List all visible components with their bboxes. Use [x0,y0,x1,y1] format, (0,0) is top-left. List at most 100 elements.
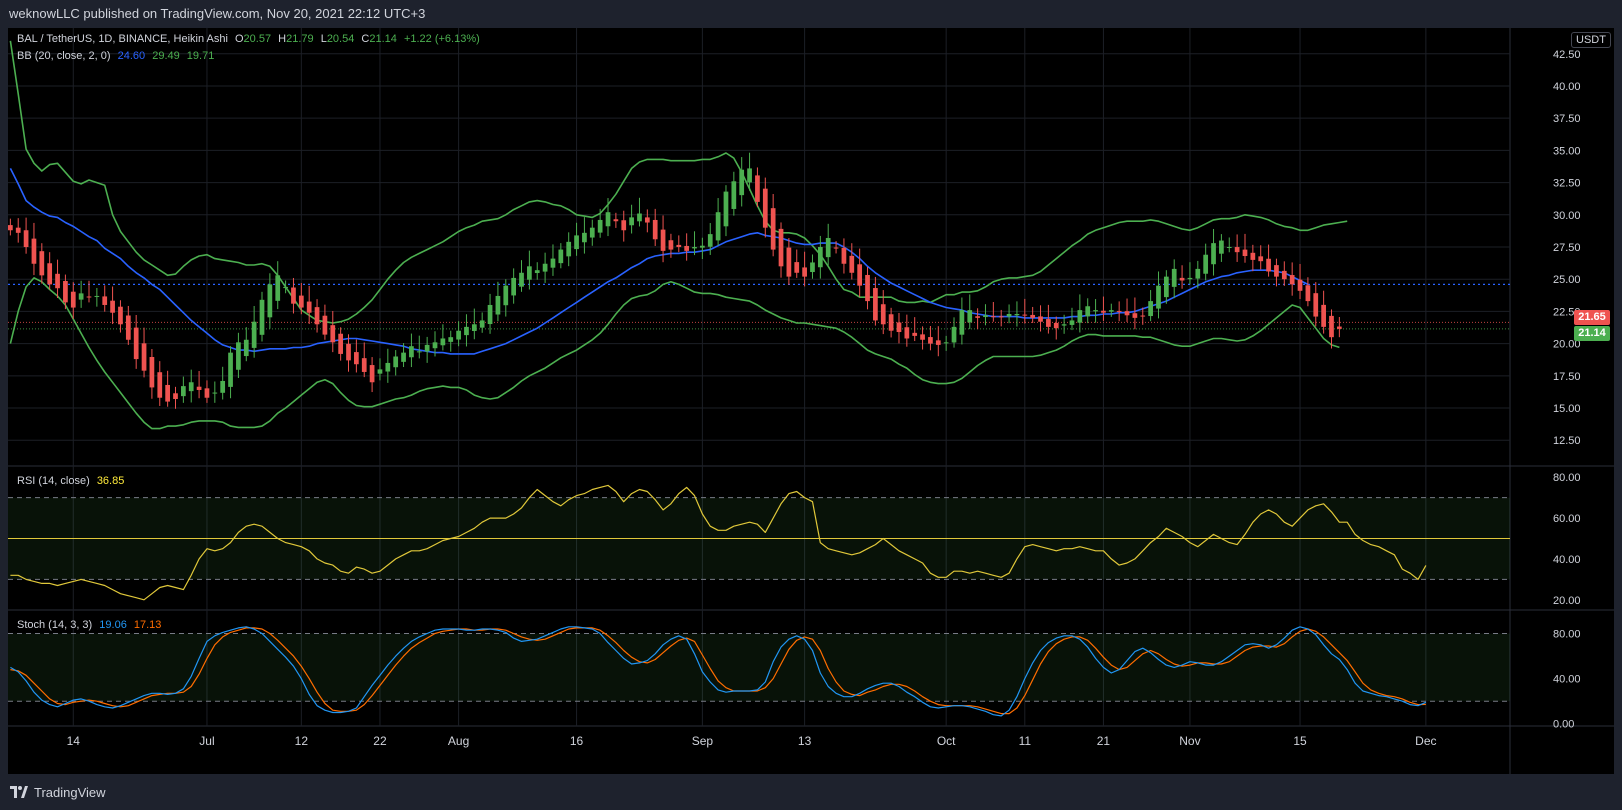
currency-label[interactable]: USDT [1571,32,1611,48]
candle-body [267,284,273,318]
candle-body [983,315,988,318]
candle [251,306,257,358]
candle-body [644,217,650,223]
x-tick-label: Oct [937,734,956,748]
tradingview-logo[interactable]: TradingView [10,785,106,800]
candle-body [817,247,823,268]
candle-body [1101,310,1106,313]
candle [141,327,147,378]
stoch-label[interactable]: Stoch (14, 3, 3) [17,619,93,631]
candle-body [1203,254,1209,274]
candle-body [432,342,438,349]
ohlc-close: C21.14 [361,33,397,45]
candle-body [582,232,587,243]
candle [1046,304,1051,334]
candle-body [1219,240,1224,254]
candle [369,357,375,393]
candle [236,332,241,379]
candle-body [440,338,446,346]
candle [1077,294,1083,333]
chart-canvas[interactable]: 14 Jul 12 22 Aug 16 Sep 13 Oct 11 21 Nov 15 Dec 12.50 1… [8,28,1614,774]
candle-body [527,266,532,280]
candle-body [102,296,108,305]
price-tick-label: 20.00 [1553,339,1581,351]
candle [1053,316,1059,340]
candle-body [298,295,304,308]
candle [566,232,572,267]
candle [1274,258,1279,287]
candle-body [1108,310,1114,312]
candle-body [118,306,123,325]
candle-body [951,326,957,343]
candle [1108,303,1114,317]
candle [676,235,682,253]
candle [259,291,265,342]
candle-body [967,310,973,323]
candle [464,314,469,347]
candle-body [794,262,800,273]
candle-body [558,249,564,264]
candle-body [330,325,336,343]
candle [527,250,532,290]
candle [1336,316,1342,338]
candle-body [1195,268,1201,279]
candle-body [1156,285,1161,309]
rsi-label[interactable]: RSI (14, close) [17,475,90,487]
candle-body [880,304,886,325]
candle [558,243,564,269]
candle [550,244,556,276]
bb-label[interactable]: BB (20, close, 2, 0) [17,50,111,62]
candle-body [70,291,76,308]
candle [810,254,815,279]
candle-body [1085,306,1091,317]
chart-frame[interactable]: 14 Jul 12 22 Aug 16 Sep 13 Oct 11 21 Nov 15 Dec 12.50 1… [8,28,1614,774]
candle [1258,245,1264,270]
candle [55,259,60,299]
candle [31,222,37,276]
candle-body [935,340,941,345]
candle-body [1211,243,1216,265]
candle-body [236,342,241,370]
candle-body [448,337,454,342]
candle-body [928,337,933,344]
candle [652,208,658,246]
candle-body [1289,275,1295,285]
candle [346,334,351,372]
candle-body [196,386,202,390]
candle [1061,314,1067,334]
candle-body [770,208,776,250]
candle [739,157,745,207]
candle-body [975,316,980,318]
x-tick-label: Sep [692,734,714,748]
candle [786,238,792,285]
candle-body [212,392,218,394]
candle-body [1022,314,1028,316]
footer-bar: TradingView [0,774,1622,810]
candle-body [676,244,682,247]
rsi-tick-label: 40.00 [1553,554,1581,566]
candle-body [621,220,627,231]
x-tick-label: 13 [798,734,812,748]
candle [1219,234,1224,262]
candle [243,327,249,362]
candle [86,280,92,303]
candle-body [990,316,996,318]
candle [1148,290,1153,322]
grid-layer [8,28,1614,774]
candle-body [1336,326,1342,329]
candle [354,339,359,373]
candle [416,335,422,359]
candle [165,370,170,407]
candle-body [660,229,666,251]
symbol-name[interactable]: BAL / TetherUS, 1D, BINANCE, Heikin Ashi [17,33,228,45]
candle-body [731,181,737,209]
candle [157,361,163,406]
candle-body [275,275,281,301]
candle-body [1234,247,1240,253]
candle [1289,262,1295,296]
candle-body [464,326,469,336]
candle [503,279,509,317]
candle-body [1163,276,1169,298]
candle-body [1061,324,1067,326]
price-tick-label: 17.50 [1553,371,1581,383]
